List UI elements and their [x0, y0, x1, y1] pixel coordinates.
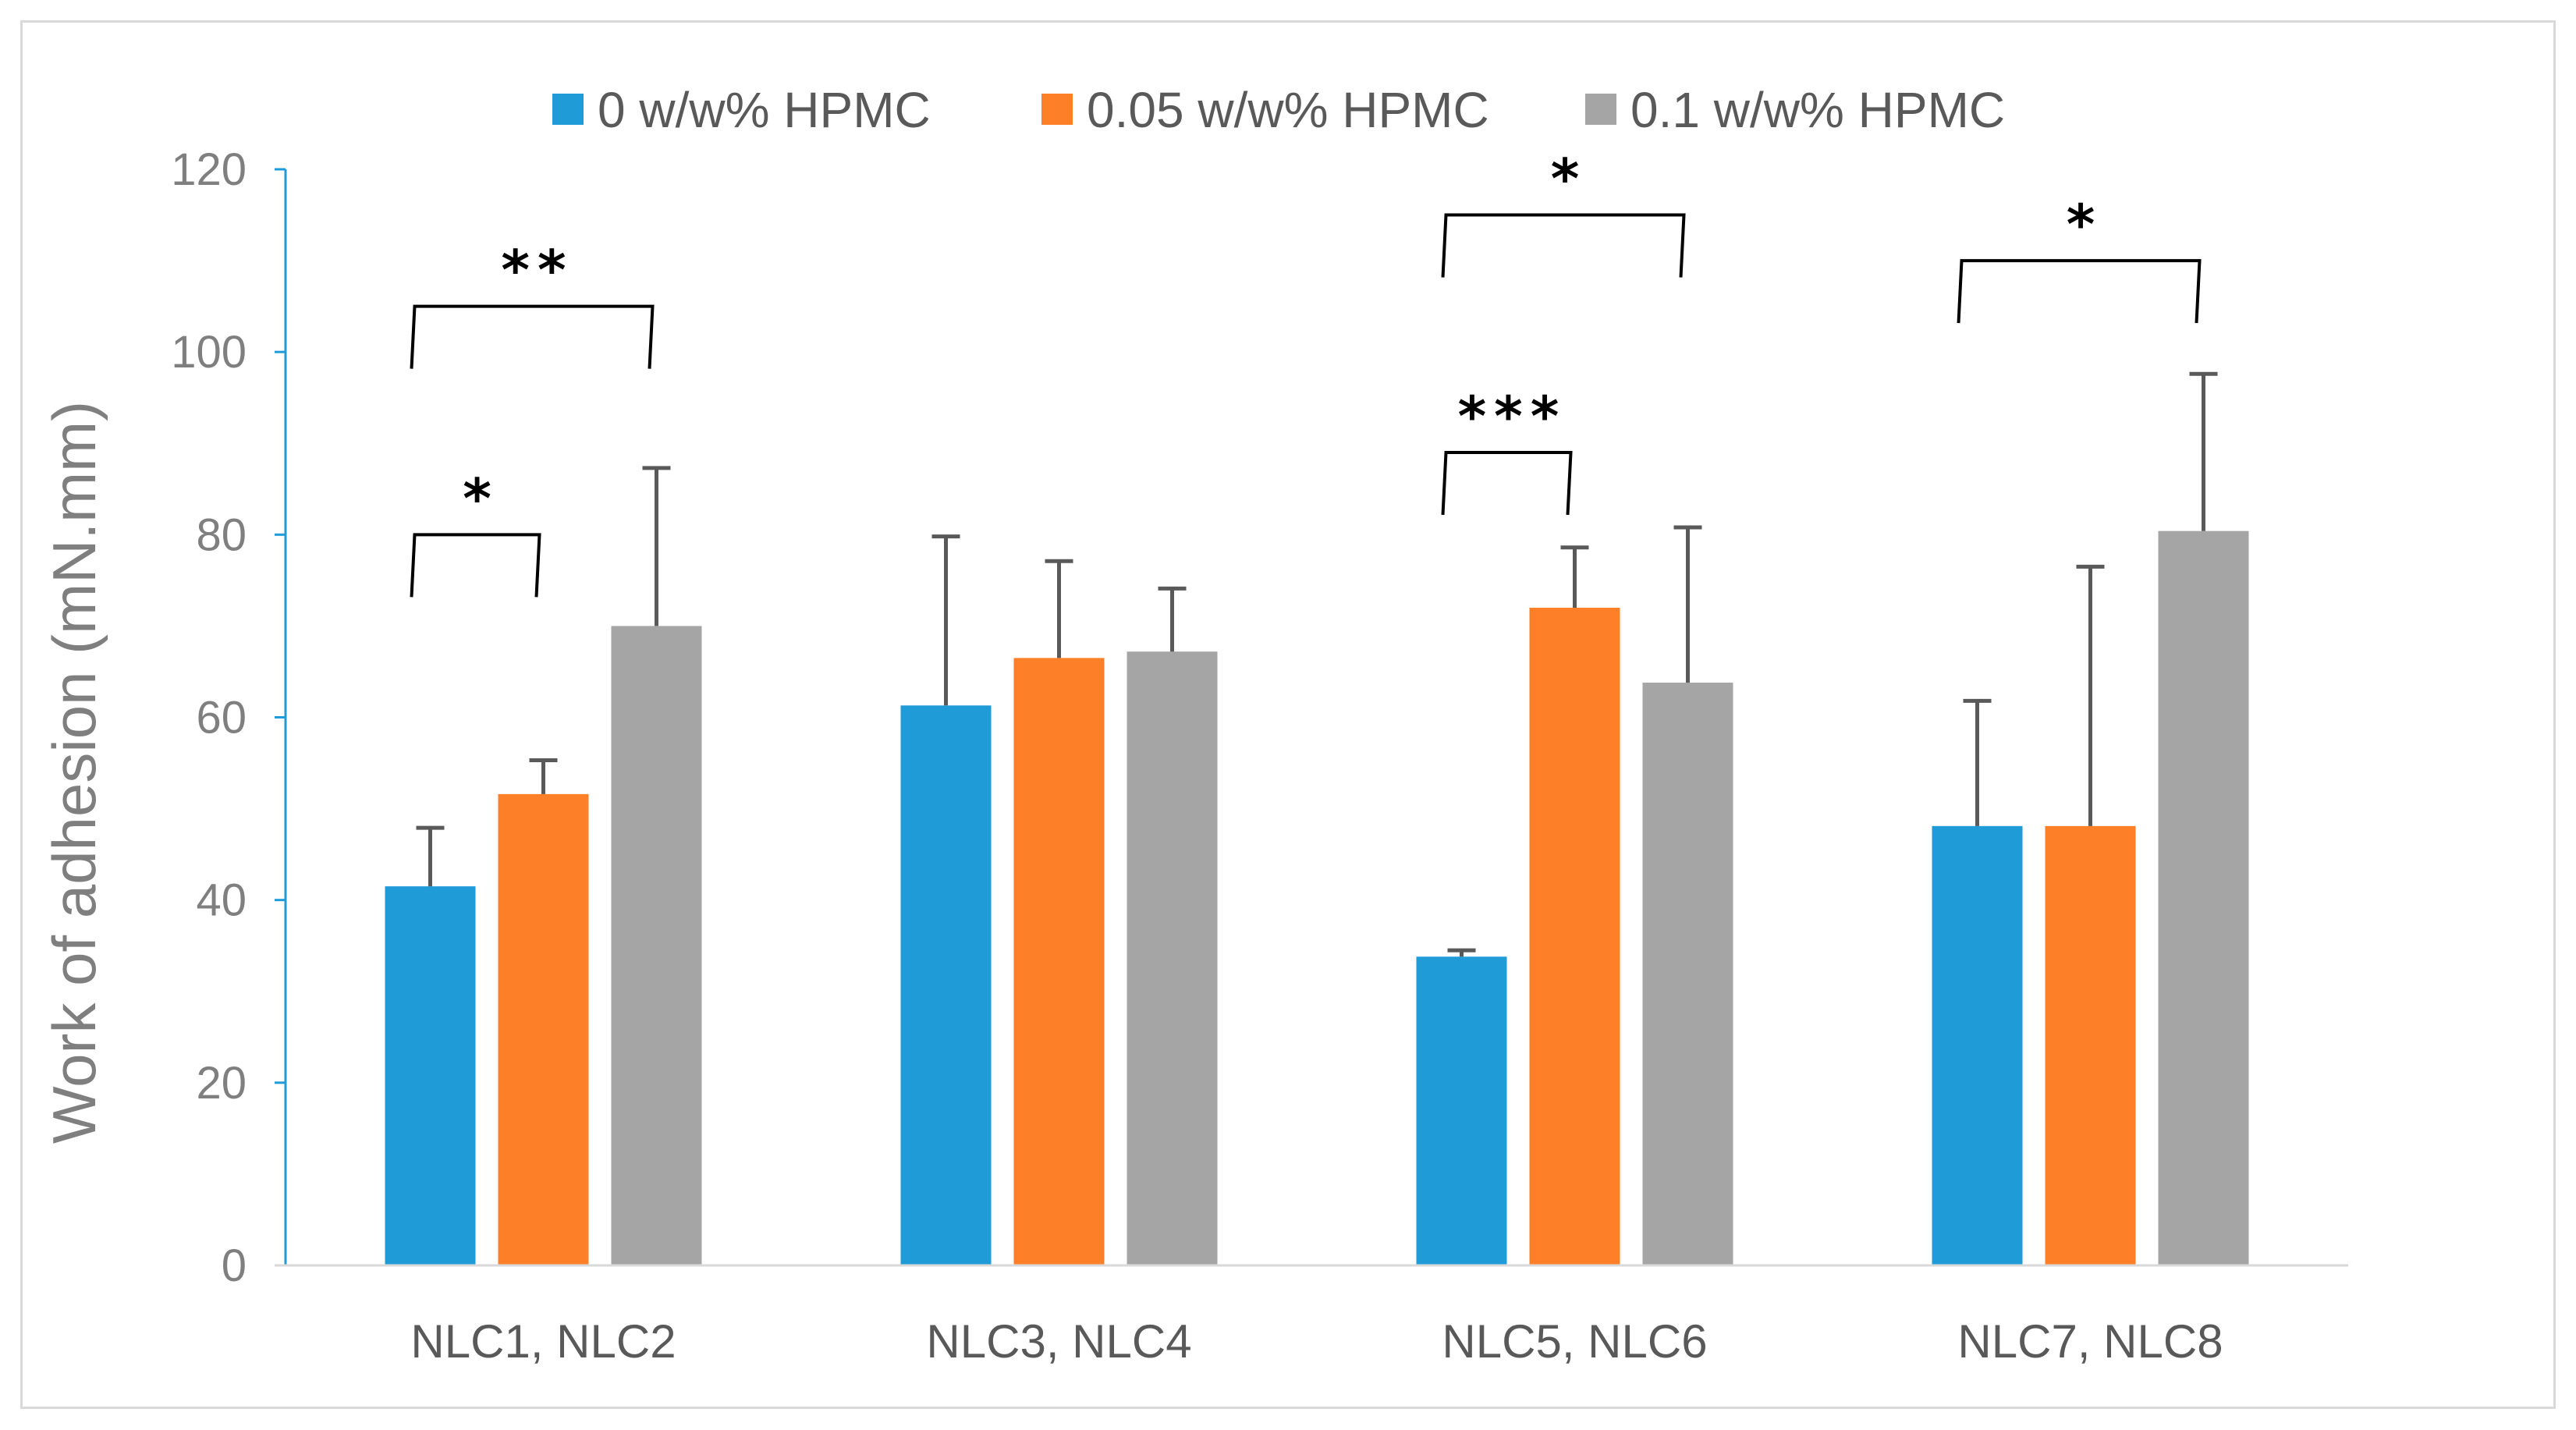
y-tick-label: 100 [171, 327, 247, 378]
significance-bracket [410, 304, 655, 369]
significance-label: ** [501, 239, 573, 303]
y-tick-label: 20 [196, 1058, 247, 1109]
legend-swatch [1041, 94, 1073, 125]
x-tick-label: NLC3, NLC4 [926, 1315, 1191, 1368]
significance-bracket [1441, 213, 1686, 278]
x-tick-label: NLC1, NLC2 [410, 1315, 676, 1368]
y-axis-label: Work of adhesion (mN.mm) [40, 401, 108, 1144]
x-tick-label: NLC7, NLC8 [1957, 1315, 2223, 1368]
bar [1932, 825, 2023, 1265]
legend: 0 w/w% HPMC 0.05 w/w% HPMC 0.1 w/w% HPMC [552, 82, 2005, 138]
bar [1127, 651, 1218, 1265]
significance-annotations: ******** [410, 147, 2202, 598]
x-tick-label: NLC5, NLC6 [1442, 1315, 1707, 1368]
y-tick-label: 60 [196, 693, 247, 743]
bar [1529, 608, 1620, 1265]
y-tick-label: 80 [196, 509, 247, 560]
legend-swatch [552, 94, 584, 125]
significance-bracket [1957, 259, 2202, 324]
bar [498, 793, 589, 1265]
y-tick-label: 120 [171, 144, 247, 195]
bar [611, 626, 702, 1265]
y-axis-ticks: 0 20 40 60 80 100 120 [171, 144, 286, 1291]
bar [2045, 825, 2136, 1265]
y-tick-label: 0 [222, 1240, 247, 1291]
error-bars [416, 371, 2218, 957]
legend-label: 0.05 w/w% HPMC [1087, 82, 1489, 138]
legend-label: 0 w/w% HPMC [598, 82, 931, 138]
x-axis-labels: NLC1, NLC2 NLC3, NLC4 NLC5, NLC6 NLC7, NLC8 [410, 1315, 2223, 1368]
significance-label: * [1551, 147, 1588, 211]
y-tick-label: 40 [196, 875, 247, 926]
significance-label: *** [1458, 385, 1567, 449]
bars [385, 530, 2249, 1265]
bar [900, 705, 992, 1265]
legend-swatch [1585, 94, 1616, 125]
axes [275, 169, 2348, 1267]
bar [1013, 658, 1105, 1265]
significance-bracket [1441, 450, 1573, 516]
bar [385, 886, 476, 1265]
significance-label: * [463, 467, 499, 530]
bar [1416, 956, 1507, 1265]
bar [1642, 683, 1733, 1265]
significance-bracket [410, 533, 541, 598]
significance-label: * [2067, 193, 2103, 257]
bar [2158, 530, 2249, 1265]
legend-label: 0.1 w/w% HPMC [1630, 82, 2005, 138]
